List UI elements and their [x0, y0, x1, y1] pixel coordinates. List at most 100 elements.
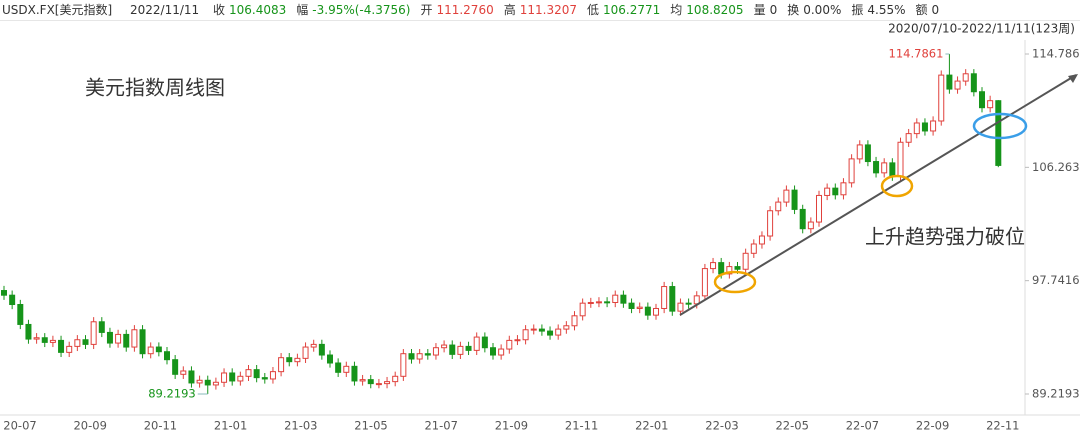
- highlight-ellipse: [880, 174, 914, 198]
- candle-body: [131, 329, 138, 348]
- candle-body: [498, 348, 505, 356]
- candle-body: [1, 290, 7, 296]
- y-tick-label: 89.2193: [1032, 386, 1080, 400]
- candle-body: [188, 370, 195, 384]
- x-tick-label: 20-09: [73, 419, 106, 433]
- y-tick-label: 114.7861: [1032, 47, 1080, 61]
- candle-body: [261, 377, 268, 380]
- candle-body: [506, 339, 513, 350]
- candle-body: [359, 379, 366, 382]
- x-tick-label: 22-05: [775, 419, 808, 433]
- chart-title: 美元指数周线图: [85, 76, 225, 100]
- candle-body: [17, 303, 24, 325]
- quote-items: 收 106.4083 幅 -3.95%(-4.3756) 开 111.2760 高 111.3…: [213, 3, 949, 17]
- candle-body: [139, 329, 146, 355]
- candle-body: [310, 343, 317, 348]
- quote-label: 量: [753, 3, 766, 17]
- candle-body: [987, 100, 994, 109]
- candle-body: [269, 371, 276, 380]
- candle-body: [661, 286, 668, 309]
- candle-body: [620, 294, 627, 304]
- candle-body: [538, 328, 545, 332]
- candle-body: [221, 372, 228, 383]
- candle-body: [286, 357, 293, 363]
- candle-body: [604, 301, 611, 304]
- candle-body: [775, 201, 782, 212]
- candle-body: [327, 354, 333, 364]
- candle-body: [881, 162, 888, 174]
- candle-body: [441, 344, 448, 349]
- highlight-ellipse: [713, 270, 757, 294]
- candle-body: [938, 74, 945, 122]
- candle-body: [147, 346, 154, 355]
- candle-body: [490, 347, 496, 356]
- candle-body: [816, 194, 822, 223]
- candle-body: [9, 294, 16, 305]
- candle-body: [164, 351, 170, 361]
- candle-body: [930, 120, 937, 132]
- candle-body: [481, 336, 488, 349]
- candle-body: [25, 323, 32, 340]
- candle-body: [897, 141, 904, 177]
- candle-body: [840, 182, 847, 196]
- x-tick-label: 22-11: [986, 419, 1019, 433]
- quote-value: 0.00%: [803, 3, 842, 17]
- candle-body: [783, 189, 790, 203]
- highlight-ellipse: [972, 112, 1028, 140]
- candle-body: [791, 189, 798, 210]
- quote-label: 均: [670, 3, 683, 17]
- candle-body: [318, 343, 325, 356]
- candle-body: [644, 306, 651, 316]
- min-label: 89.2193: [148, 386, 196, 400]
- candle-body: [612, 294, 619, 303]
- candle-body: [74, 339, 81, 347]
- candle-body: [979, 91, 985, 109]
- candle-body: [90, 321, 97, 345]
- candle-body: [547, 330, 554, 336]
- x-tick-label: 20-07: [3, 419, 36, 433]
- range-label[interactable]: 2020/07/10-2022/11/11(123周): [888, 22, 1075, 36]
- quote-value: 111.3207: [519, 3, 577, 17]
- candle-body: [587, 302, 594, 304]
- quote-header: USDX.FX[美元指数] 2022/11/11 收 106.4083 幅 -3.95…: [0, 0, 1080, 21]
- candle-body: [66, 345, 73, 353]
- candle-body: [82, 339, 89, 345]
- candle-body: [33, 337, 40, 340]
- candle-body: [726, 266, 733, 275]
- candle-body: [995, 100, 1002, 166]
- symbol: USDX.FX[美元指数]: [2, 3, 113, 17]
- y-tick-label: 97.7416: [1032, 273, 1080, 287]
- x-tick-label: 20-11: [144, 419, 177, 433]
- x-tick-label: 22-03: [705, 419, 738, 433]
- candle-body: [155, 346, 162, 353]
- candle-body: [856, 144, 863, 160]
- candle-body: [343, 365, 350, 373]
- candle-body: [913, 122, 920, 135]
- candle-body: [115, 333, 122, 344]
- quote-value: 106.4083: [229, 3, 287, 17]
- candle-body: [98, 321, 105, 333]
- candle-body: [473, 336, 480, 351]
- candle-body: [514, 339, 521, 342]
- annotation: 上升趋势强力破位: [865, 225, 1025, 249]
- quote-value: 106.2771: [603, 3, 661, 17]
- quote-label: 开: [420, 3, 433, 17]
- candle-body: [807, 221, 814, 230]
- quote-value: 111.2760: [436, 3, 494, 17]
- candle-body: [392, 375, 399, 383]
- candle-body: [465, 345, 472, 351]
- x-tick-label: 21-07: [424, 419, 457, 433]
- y-tick-label: 106.2638: [1032, 160, 1080, 174]
- trend-line: [679, 74, 1077, 316]
- quote-label: 换: [787, 3, 800, 17]
- candle-body: [653, 307, 659, 316]
- candle-body: [954, 80, 961, 90]
- candle-body: [946, 74, 953, 90]
- candle-body: [595, 301, 602, 304]
- candle-body: [424, 353, 431, 356]
- candle-body: [204, 379, 211, 386]
- candle-body: [522, 329, 529, 341]
- quote-label: 振: [851, 3, 864, 17]
